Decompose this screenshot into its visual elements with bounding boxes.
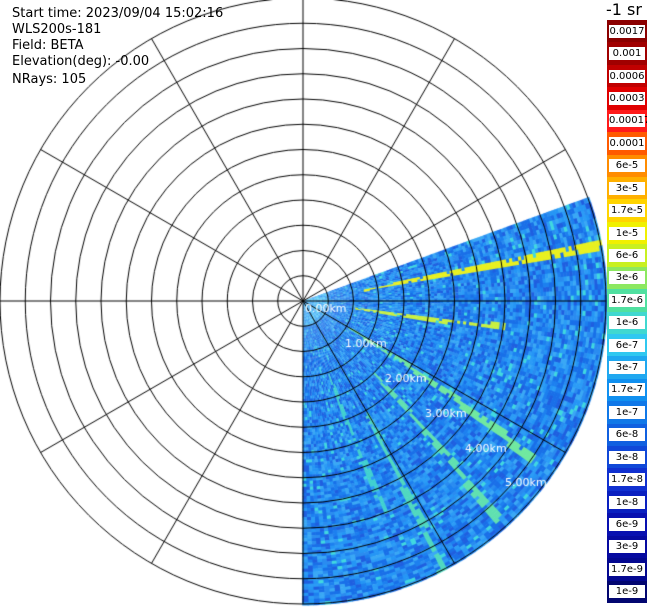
colorbar-tick-label: 3e-8 xyxy=(609,450,645,464)
colorbar-tick-label: 3e-7 xyxy=(609,361,645,375)
colorbar-tick-label: 1e-7 xyxy=(609,405,645,419)
field-label: Field: BETA xyxy=(12,38,84,53)
colorbar-tick-label: 0.0003 xyxy=(609,91,645,105)
colorbar-tick-label: 3e-5 xyxy=(609,181,645,195)
colorbar-tick-label: 0.0001 xyxy=(609,136,645,150)
colorbar-tick-label: 0.0017 xyxy=(609,24,645,38)
colorbar-tick-label: 6e-8 xyxy=(609,428,645,442)
colorbar-tick-label: 1.7e-8 xyxy=(609,473,645,487)
colorbar-tick-label: 1e-6 xyxy=(609,316,645,330)
colorbar-tick-label: 6e-7 xyxy=(609,338,645,352)
start-time-label: Start time: 2023/09/04 15:02:16 xyxy=(12,6,224,21)
elevation-label: Elevation(deg): -0.00 xyxy=(12,54,150,69)
colorbar-tick-label: 1e-8 xyxy=(609,495,645,509)
colorbar-tick-label: 1.7e-5 xyxy=(609,204,645,218)
nrays-label: NRays: 105 xyxy=(12,72,87,87)
colorbar-tick-label: 6e-6 xyxy=(609,248,645,262)
instrument-label: WLS200s-181 xyxy=(12,22,102,37)
colorbar-tick-label: 1e-5 xyxy=(609,226,645,240)
colorbar-tick-label: 3e-6 xyxy=(609,271,645,285)
colorbar-unit-label: -1 sr xyxy=(606,0,642,19)
colorbar-tick-label: 6e-5 xyxy=(609,159,645,173)
colorbar-tick-label: 1e-9 xyxy=(609,585,645,599)
colorbar-tick-label: 1.7e-7 xyxy=(609,383,645,397)
colorbar-tick-label: 3e-9 xyxy=(609,540,645,554)
colorbar-tick-label: 6e-9 xyxy=(609,518,645,532)
colorbar-tick-label: 0.001 xyxy=(609,47,645,61)
colorbar-tick-label: 0.00017 xyxy=(609,114,647,128)
colorbar-tick-label: 1.7e-9 xyxy=(609,562,645,576)
colorbar-tick-label: 0.0006 xyxy=(609,69,645,83)
colorbar-tick-label: 1.7e-6 xyxy=(609,293,645,307)
